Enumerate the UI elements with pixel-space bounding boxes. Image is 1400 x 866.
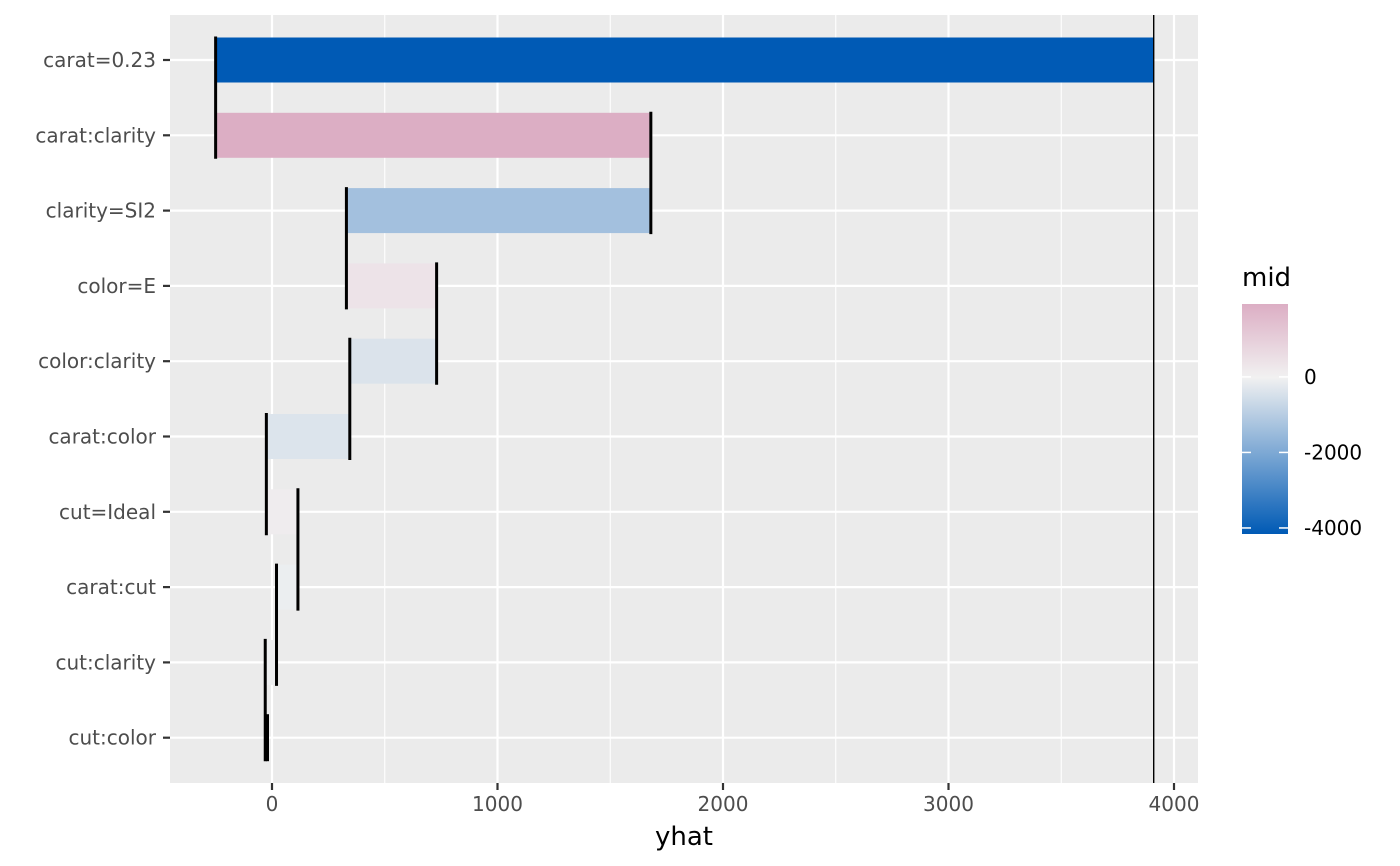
y-axis: carat=0.23 carat:clarity clarity=SI2 color=… xyxy=(35,48,170,750)
legend-colorbar xyxy=(1242,304,1288,534)
bar-color-e xyxy=(346,263,437,309)
y-tick-label: color:clarity xyxy=(38,349,156,373)
x-tick-label: 1000 xyxy=(472,792,523,816)
bar-clarity-si2 xyxy=(346,188,651,234)
bars xyxy=(215,37,1154,761)
x-axis: 0 1000 2000 3000 4000 xyxy=(266,783,1200,816)
y-tick-label: carat:color xyxy=(48,425,156,449)
legend-ticks: 0 -2000 -4000 xyxy=(1242,365,1362,540)
y-tick-label: carat:cut xyxy=(66,575,156,599)
legend-tick-label: -2000 xyxy=(1304,440,1362,464)
y-tick-label: carat:clarity xyxy=(35,123,156,147)
x-tick-label: 4000 xyxy=(1149,792,1200,816)
bar-carat-color xyxy=(266,414,350,459)
y-tick-label: color=E xyxy=(77,274,156,298)
bar-carat-cut xyxy=(276,564,298,610)
y-tick-label: carat=0.23 xyxy=(43,48,156,72)
y-tick-label: cut:clarity xyxy=(55,650,156,674)
y-tick-label: clarity=SI2 xyxy=(46,199,156,223)
x-axis-title: yhat xyxy=(655,822,713,852)
bar-cut-ideal xyxy=(266,489,298,535)
bar-cut-clarity xyxy=(265,639,277,685)
x-tick-label: 3000 xyxy=(923,792,974,816)
x-tick-label: 2000 xyxy=(698,792,749,816)
bar-carat-clarity xyxy=(215,112,651,158)
legend-tick-label: 0 xyxy=(1304,365,1317,389)
color-legend: mid 0 -2000 -4000 xyxy=(1242,263,1362,540)
y-tick-label: cut=Ideal xyxy=(59,500,156,524)
connector-lines xyxy=(214,36,653,762)
legend-tick-label: -4000 xyxy=(1304,516,1362,540)
legend-title: mid xyxy=(1242,263,1291,293)
x-tick-label: 0 xyxy=(266,792,279,816)
bar-color-clarity xyxy=(349,338,437,384)
bar-carat-0-23 xyxy=(215,37,1154,83)
y-tick-label: cut:color xyxy=(69,726,157,750)
